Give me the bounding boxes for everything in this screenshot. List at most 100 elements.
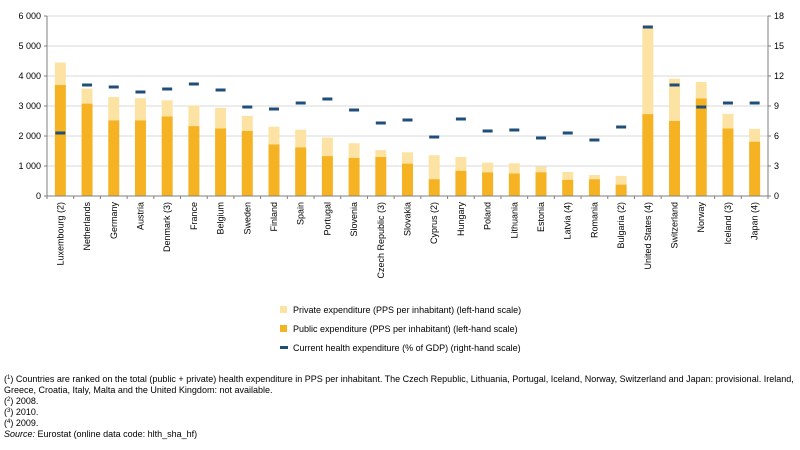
private-bar	[108, 97, 120, 121]
private-bar	[375, 150, 387, 157]
x-tick-label: France	[189, 202, 199, 230]
x-tick-label: Slovenia	[349, 202, 359, 237]
y-left-tick-label: 3 000	[18, 101, 41, 111]
footnote-2-mark: 2	[7, 397, 11, 403]
y-right-tick-label: 9	[774, 101, 779, 111]
public-bar	[428, 179, 440, 196]
axes	[44, 15, 771, 199]
y-left-tick-label: 1 000	[18, 161, 41, 171]
y-left-tick-label: 4 000	[18, 71, 41, 81]
footnote-2: (2) 2008.	[4, 396, 39, 406]
private-bar	[134, 98, 146, 121]
legend-private-label: Private expenditure (PPS per inhabitant)…	[293, 304, 522, 315]
footnote-4-text: 2009.	[15, 418, 39, 428]
y-left-tick-label: 0	[36, 191, 41, 201]
x-tick-label: Portugal	[322, 202, 332, 236]
public-bar	[455, 170, 467, 196]
x-tick-label: Switzerland	[670, 202, 680, 249]
private-bar	[508, 163, 520, 174]
private-bar	[188, 105, 200, 127]
private-bar	[161, 100, 173, 117]
x-tick-label: Germany	[109, 202, 119, 240]
footnote-1-mark: 1	[7, 375, 11, 381]
x-tick-label: Latvia (4)	[563, 202, 573, 240]
footnote-3: (3) 2010.	[4, 407, 39, 417]
public-swatch	[280, 325, 287, 332]
private-bar	[295, 129, 307, 148]
legend-public-label: Public expenditure (PPS per inhabitant) …	[293, 323, 518, 334]
y-left-tick-label: 6 000	[18, 11, 41, 21]
x-tick-label: Finland	[269, 202, 279, 232]
x-tick-label: Hungary	[456, 202, 466, 237]
x-tick-label: Spain	[296, 202, 306, 225]
private-bar	[669, 78, 681, 121]
x-tick-label: Czech Republic (3)	[376, 202, 386, 279]
public-bar	[508, 173, 520, 196]
private-swatch	[280, 306, 287, 313]
chart: 0 0 1 000 3 2 000 6 3 000 9 4 000 12 5 000 15 6 000 1…	[18, 11, 784, 279]
x-tick-label: Denmark (3)	[162, 202, 172, 252]
public-bar	[669, 121, 681, 196]
public-bar	[295, 147, 307, 196]
y-right-tick-label: 6	[774, 131, 779, 141]
x-tick-label: Belgium	[216, 202, 226, 235]
public-bar	[134, 120, 146, 196]
x-tick-label: Slovakia	[403, 202, 413, 236]
private-bar	[81, 88, 93, 104]
private-bar	[54, 62, 66, 85]
public-bar	[321, 156, 333, 196]
x-tick-label: Lithuania	[509, 202, 519, 239]
public-bar	[348, 157, 360, 196]
x-tick-label: Japan (4)	[750, 202, 760, 240]
source-line: Source: Eurostat (online data code: hlth…	[4, 429, 794, 440]
public-bar	[81, 103, 93, 196]
y-right-tick-label: 3	[774, 161, 779, 171]
footnote-1: (1) Countries are ranked on the total (p…	[4, 374, 794, 395]
private-bar	[615, 175, 627, 185]
private-bar	[268, 126, 280, 145]
legend-item-private: Private expenditure (PPS per inhabitant)…	[280, 300, 521, 319]
y-left-tick-label: 2 000	[18, 131, 41, 141]
legend-item-public: Public expenditure (PPS per inhabitant) …	[280, 319, 521, 338]
x-tick-label: Iceland (3)	[723, 202, 733, 245]
footnotes: (1) Countries are ranked on the total (p…	[4, 374, 794, 440]
public-bar	[642, 114, 654, 196]
x-tick-label: Norway	[696, 202, 706, 233]
x-tick-label: Poland	[483, 202, 493, 230]
x-tick-label: Cyprus (2)	[429, 202, 439, 244]
x-tick-label: Netherlands	[82, 202, 92, 251]
source-text: Eurostat (online data code: hlth_sha_hf)	[37, 429, 198, 439]
footnote-3-mark: 3	[7, 408, 11, 414]
private-bar	[241, 115, 253, 131]
private-bar	[642, 25, 654, 115]
x-tick-label: Romania	[589, 202, 599, 238]
public-bar	[482, 172, 494, 196]
public-bar	[402, 163, 413, 196]
public-bar	[108, 120, 120, 196]
private-bar	[348, 143, 360, 158]
x-tick-label: Estonia	[536, 202, 546, 232]
legend-item-gdp: Current health expenditure (% of GDP) (r…	[280, 338, 521, 357]
public-bar	[615, 184, 627, 196]
public-bar	[241, 130, 253, 196]
private-bar	[215, 107, 227, 129]
public-bar	[588, 179, 600, 196]
public-bar	[722, 128, 734, 196]
footnote-3-text: 2010.	[15, 407, 39, 417]
public-bar	[749, 141, 761, 196]
public-bar	[188, 126, 200, 196]
public-bar	[562, 179, 574, 196]
private-bar	[535, 166, 547, 173]
public-bar	[695, 98, 707, 196]
private-bar	[562, 172, 574, 180]
y-right-tick-label: 18	[774, 11, 784, 21]
footnote-1-text: Countries are ranked on the total (publi…	[4, 374, 794, 395]
private-bar	[695, 82, 707, 99]
gdp-swatch	[280, 346, 288, 349]
private-bar	[749, 128, 761, 142]
private-bar	[722, 113, 734, 129]
tick-labels: 0 0 1 000 3 2 000 6 3 000 9 4 000 12 5 000 15 6 000 1…	[18, 11, 784, 279]
legend: Private expenditure (PPS per inhabitant)…	[280, 300, 521, 357]
gdp-markers	[55, 25, 760, 142]
private-bar	[402, 152, 413, 164]
